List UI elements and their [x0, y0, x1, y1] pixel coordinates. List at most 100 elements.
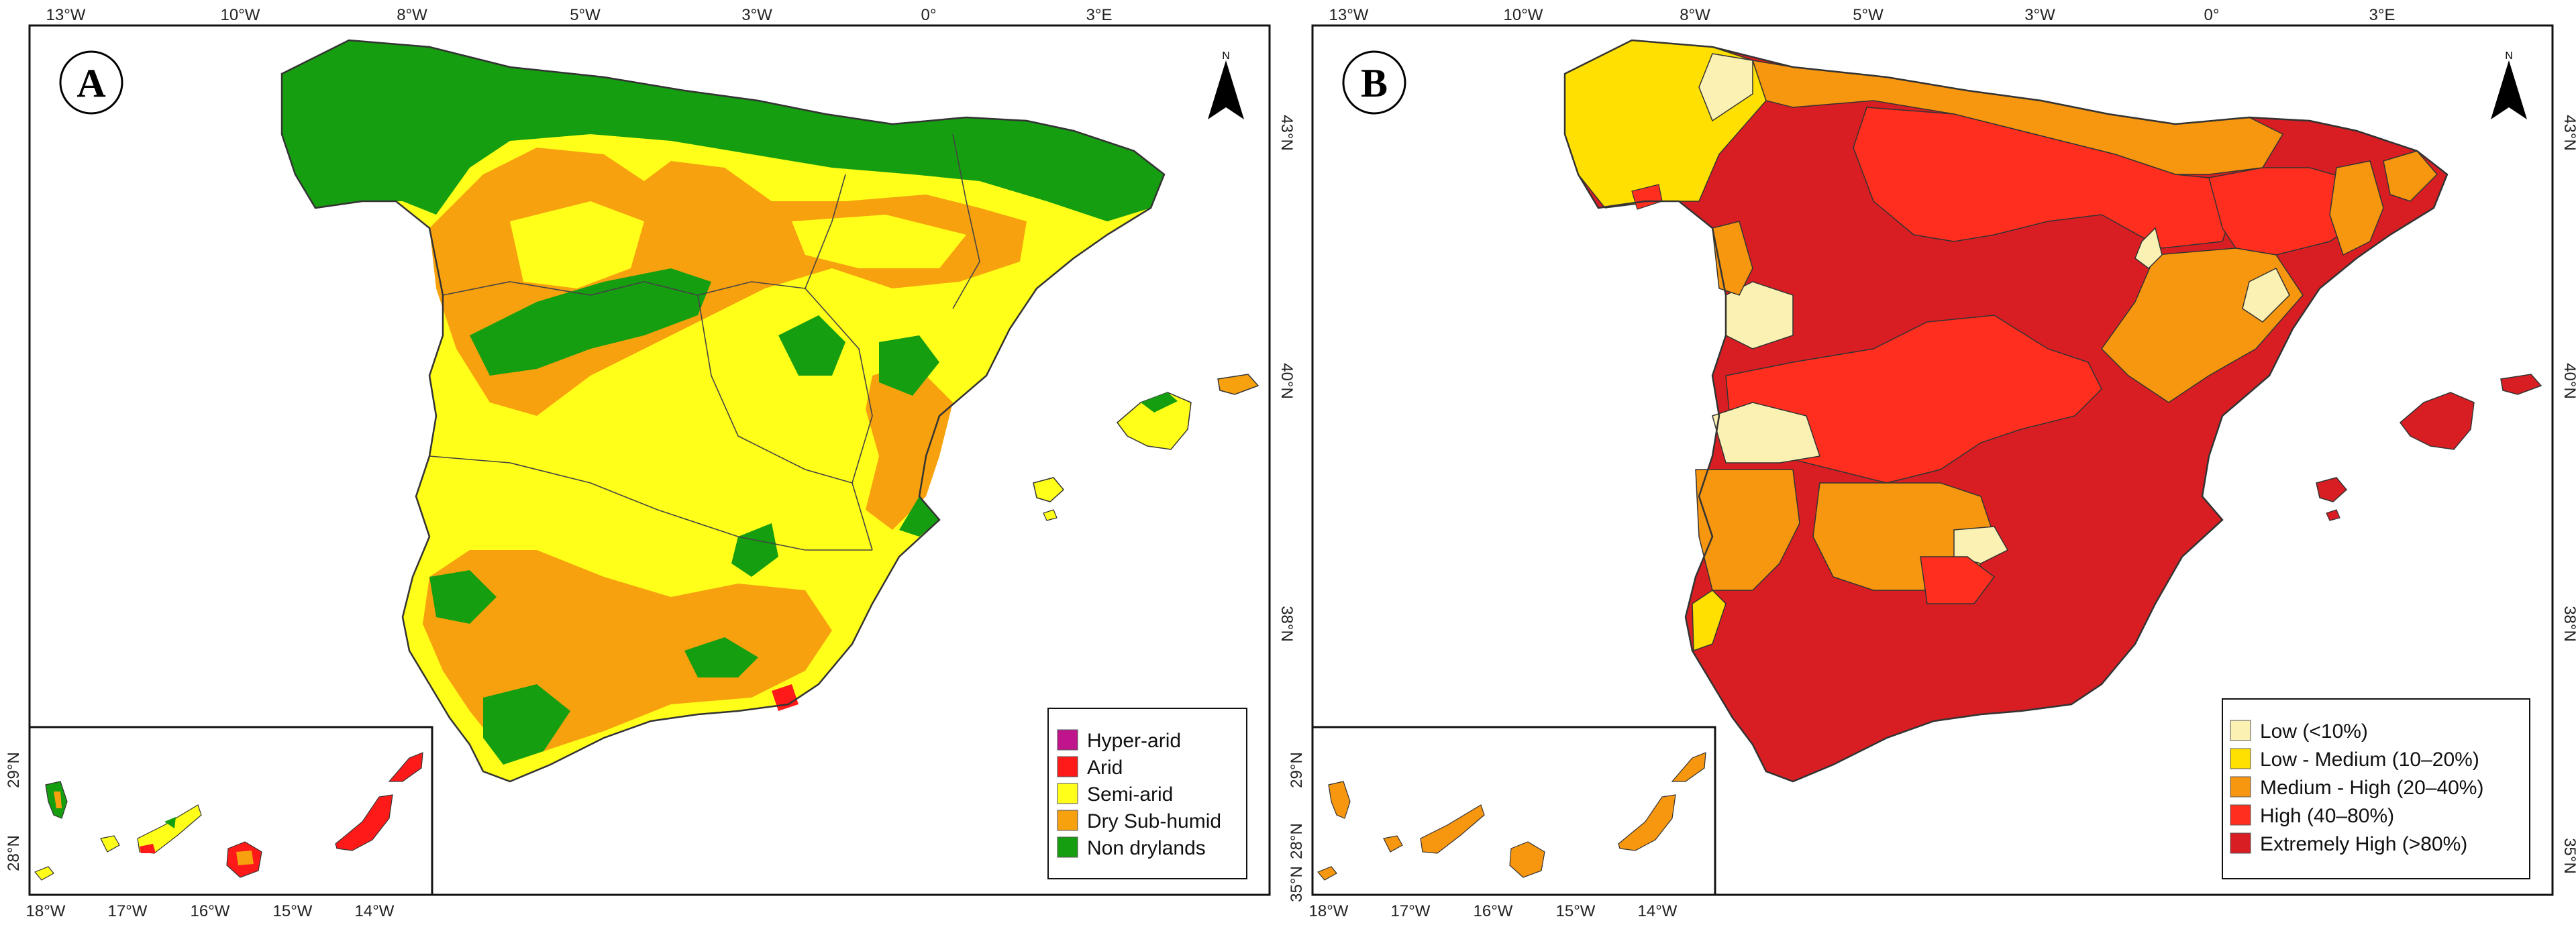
b-top-tick: 10°W [1504, 6, 1543, 24]
b-inset-left-ticks: 29°N 28°N 35°N [1288, 752, 1306, 902]
a-canary-lapalma-core [54, 792, 62, 808]
a-semiarid-core-ebro [792, 215, 966, 268]
a-mallorca-green [1141, 392, 1178, 413]
b-legend: Low (<10%) Low - Medium (10–20%) Medium … [2222, 698, 2530, 879]
b-panel-letter-circle [1342, 50, 1406, 115]
b-inset-bottom-tick: 16°W [1474, 902, 1513, 920]
a-menorca [1217, 374, 1259, 395]
a-nondrylands-west [429, 570, 497, 624]
b-legend-label: Medium - High (20–40%) [2260, 777, 2483, 799]
a-top-tick: 8°W [397, 6, 427, 24]
b-basin-tagus-mouth-low [1712, 402, 1820, 464]
b-formentera [2326, 509, 2340, 521]
b-legend-swatch [2230, 720, 2251, 741]
b-north-letter: N [2505, 50, 2513, 62]
b-basin-catalonia [2329, 160, 2384, 256]
b-canary-gomera [1383, 835, 1403, 853]
a-arid-southeast [772, 684, 798, 711]
a-top-tick: 3°E [1086, 6, 1113, 24]
b-top-tick: 3°E [2369, 6, 2395, 24]
b-inset-left-tick: 29°N [1288, 752, 1306, 788]
a-north-arrow: N [1208, 50, 1244, 119]
a-formentera [1043, 509, 1058, 521]
b-legend-item: Medium - High (20–40%) [2230, 776, 2483, 799]
b-basin-portugal-south [1695, 469, 1800, 591]
b-canary-grancanaria [1509, 841, 1545, 878]
a-right-ticks: 43°N 40°N 38°N [1278, 115, 1296, 642]
b-inset-bottom-ticks: 18°W 17°W 16°W 15°W 14°W [1309, 902, 1678, 920]
a-nondrylands-sierra [731, 523, 778, 577]
b-mallorca [2399, 392, 2475, 450]
a-inset-left-ticks: 29°N 28°N [5, 752, 23, 871]
a-inset-bottom-tick: 17°W [108, 902, 148, 920]
b-top-ticks: 13°W 10°W 8°W 5°W 3°W 0° 3°E [1329, 6, 2395, 24]
a-nondrylands-iberian [778, 315, 845, 376]
b-legend-item: High (40–80%) [2230, 804, 2394, 827]
a-legend-label: Hyper-arid [1087, 730, 1181, 752]
a-top-tick: 10°W [221, 6, 260, 24]
b-basin-mijares-low [2134, 227, 2163, 269]
b-basin-catalonia-east [2383, 150, 2438, 202]
b-top-tick: 0° [2204, 6, 2220, 24]
a-nondrylands-levante [899, 496, 939, 537]
a-legend-label: Semi-arid [1087, 783, 1173, 806]
a-right-tick: 40°N [1278, 363, 1296, 399]
panel-a: A N 13°W 10°W 8°W 5°W 3°W 0° 3°E 43°N 40… [5, 6, 1296, 920]
a-canary-tenerife-green [164, 817, 176, 828]
a-legend-item: Arid [1057, 756, 1123, 779]
b-canary-hierro [1317, 866, 1337, 881]
a-legend-label: Arid [1087, 757, 1123, 779]
b-basin-tajo [1725, 315, 2102, 484]
b-canary-tenerife [1420, 804, 1485, 854]
b-legend-label: Low (<10%) [2260, 720, 2368, 743]
b-right-tick: 38°N [2561, 606, 2576, 642]
a-canary-tenerife-red [140, 844, 156, 853]
a-inset-bottom-tick: 16°W [191, 902, 230, 920]
b-top-tick: 13°W [1329, 6, 1369, 24]
a-right-tick: 43°N [1278, 115, 1296, 151]
b-inset-left-tick: 35°N [1288, 866, 1306, 902]
b-right-tick: 35°N [2561, 838, 2576, 874]
a-canary-fuerteventura [335, 794, 393, 851]
panel-b-inset [1311, 726, 1716, 896]
a-right-tick: 38°N [1278, 606, 1296, 642]
b-ibiza [2316, 477, 2348, 502]
b-north-arrow: N [2491, 50, 2527, 119]
b-right-ticks: 43°N 40°N 38°N 35°N [2561, 115, 2576, 874]
b-menorca [2500, 374, 2542, 395]
b-top-tick: 5°W [1853, 6, 1884, 24]
a-canary-lanzarote [388, 752, 423, 782]
b-legend-swatch [2230, 804, 2251, 826]
a-canary-grancanaria-core [236, 851, 254, 865]
a-legend-item: Hyper-arid [1057, 729, 1181, 752]
a-legend-swatch [1057, 810, 1078, 831]
a-inset-left-tick: 28°N [5, 835, 23, 871]
a-legend-box [1047, 708, 1247, 879]
b-canary-fuerteventura [1618, 794, 1676, 851]
a-top-tick: 13°W [46, 6, 86, 24]
a-panel-letter-circle [59, 50, 123, 115]
b-inset-bottom-tick: 18°W [1309, 902, 1349, 920]
panel-a-inset [28, 726, 433, 896]
a-inset-left-tick: 29°N [5, 752, 23, 788]
b-basin-guadiana-low [1953, 526, 2009, 564]
a-panel-letter: A [76, 61, 105, 105]
b-right-tick: 40°N [2561, 363, 2576, 399]
b-legend-swatch [2230, 832, 2251, 854]
a-canary-hierro [34, 866, 54, 881]
b-legend-item: Low (<10%) [2230, 720, 2368, 743]
a-nondrylands-southwest [483, 684, 570, 765]
b-legend-label: Low - Medium (10–20%) [2260, 749, 2479, 771]
b-legend-label: Extremely High (>80%) [2260, 833, 2467, 855]
b-inset-left-tick: 28°N [1288, 823, 1306, 859]
a-north-letter: N [1222, 50, 1230, 62]
a-legend-label: Dry Sub-humid [1087, 810, 1221, 832]
a-legend: Hyper-arid Arid Semi-arid Dry Sub-humid … [1047, 708, 1247, 879]
b-legend-box [2222, 698, 2530, 879]
a-canary-gomera [100, 835, 120, 853]
a-top-ticks: 13°W 10°W 8°W 5°W 3°W 0° 3°E [46, 6, 1113, 24]
b-canary-lanzarote [1671, 752, 1706, 782]
b-inset-bottom-tick: 14°W [1638, 902, 1678, 920]
a-top-tick: 0° [921, 6, 937, 24]
b-top-tick: 3°W [2024, 6, 2055, 24]
